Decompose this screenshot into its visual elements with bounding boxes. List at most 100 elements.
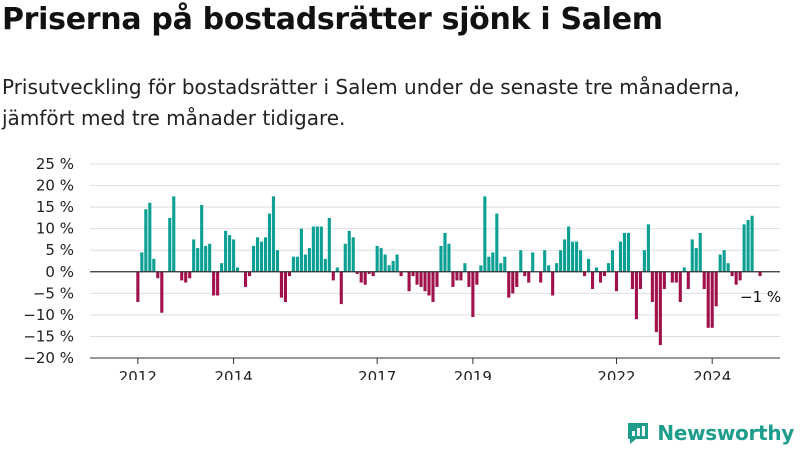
chart-bar (408, 272, 411, 291)
chart-bar (543, 250, 546, 272)
chart-bar (647, 224, 650, 271)
chart-bar (579, 250, 582, 272)
chart-bar (475, 272, 478, 285)
chart-bar (539, 272, 542, 283)
chart-bar (447, 244, 450, 272)
chart-bar (192, 239, 195, 271)
chart-bar (563, 239, 566, 271)
chart-bar (467, 272, 470, 287)
chart-bar (204, 246, 207, 272)
chart-bar (300, 229, 303, 272)
chart-bar (220, 263, 223, 272)
chart-bar (747, 220, 750, 272)
last-value-annotation: −1 % (740, 288, 781, 306)
chart-bar (631, 272, 634, 289)
chart-bar (272, 196, 275, 271)
chart-bar (340, 272, 343, 304)
chart-bar (587, 259, 590, 272)
chart-bar (284, 272, 287, 302)
chart-bar (483, 196, 486, 271)
chart-bar (180, 272, 183, 281)
chart-bar (547, 265, 550, 271)
chart-bar (312, 227, 315, 272)
chart-bar (707, 272, 710, 328)
y-tick-label: −15 % (23, 327, 74, 345)
chart-bar (515, 272, 518, 287)
chart-bar (320, 227, 323, 272)
chart-bar (196, 248, 199, 272)
chart-bar (615, 272, 618, 291)
chart-bar (140, 252, 143, 271)
chart-bar (324, 259, 327, 272)
chart-bar (388, 265, 391, 271)
chart-bar (671, 272, 674, 283)
chart-bar (559, 250, 562, 272)
chart-bar (695, 248, 698, 272)
chart-bar (244, 272, 247, 287)
chart-bar (136, 272, 139, 302)
chart-bar (419, 272, 422, 287)
chart-bar (308, 248, 311, 272)
chart-bar (567, 227, 570, 272)
y-axis-tick-labels: 25 % 20 % 15 % 10 % 5 % 0 % −5 % −10 % −15 % −20 … (23, 155, 74, 367)
chart-bar (687, 272, 690, 289)
chart-bar (627, 233, 630, 272)
chart-bar (735, 272, 738, 285)
chart-bar (268, 214, 271, 272)
chart-bar (719, 255, 722, 272)
chart-bar (439, 246, 442, 272)
chart-bar (499, 263, 502, 272)
chart-bar (531, 252, 534, 271)
chart-bar (723, 250, 726, 272)
chart-bar (651, 272, 654, 302)
chart-bar (152, 259, 155, 272)
chart-bar (348, 231, 351, 272)
chart-bar (655, 272, 658, 332)
chart-bars (136, 196, 761, 345)
chart-bar (168, 218, 171, 272)
chart-bar (144, 209, 147, 272)
x-tick-label: 2017 (358, 368, 396, 380)
brand-name: Newsworthy (657, 421, 794, 445)
chart-bar (384, 255, 387, 272)
chart-bar (715, 272, 718, 306)
chart-bar (635, 272, 638, 319)
page-title: Priserna på bostadsrätter sjönk i Salem (2, 2, 663, 37)
y-tick-label: 15 % (36, 198, 74, 216)
y-tick-label: 5 % (45, 241, 74, 259)
chart-bar (551, 272, 554, 296)
chart-annotations: −1 % (740, 288, 781, 306)
chart-bar (463, 263, 466, 272)
chart-bar (276, 250, 279, 272)
chart-bar (511, 272, 514, 294)
chart-bar (507, 272, 510, 298)
chart-bar (364, 272, 367, 285)
chart-bar (216, 272, 219, 296)
chart-bar (396, 255, 399, 272)
chart-bar (344, 244, 347, 272)
chart-bar (711, 272, 714, 328)
page-subtitle: Prisutveckling för bostadsrätter i Salem… (2, 72, 798, 134)
chart-bar (304, 255, 307, 272)
chart-bar (691, 239, 694, 271)
chart-bar (328, 218, 331, 272)
chart-bar (200, 205, 203, 272)
chart-bar (455, 272, 458, 281)
chart-bar (739, 272, 742, 281)
chart-bar (599, 272, 602, 283)
chart-bar (459, 272, 462, 281)
chart-bar (675, 272, 678, 283)
chart-bar (392, 261, 395, 272)
chart-bar (491, 252, 494, 271)
chart-bar (431, 272, 434, 302)
chart-bar (296, 257, 299, 272)
chart-bar (380, 248, 383, 272)
chart-bar (639, 272, 642, 289)
chart-bar (172, 196, 175, 271)
x-tick-label: 2022 (597, 368, 635, 380)
chart-bar (495, 214, 498, 272)
chart-bar (659, 272, 662, 345)
chart-bar (623, 233, 626, 272)
chart-bar (663, 272, 666, 289)
chart-bar (607, 263, 610, 272)
